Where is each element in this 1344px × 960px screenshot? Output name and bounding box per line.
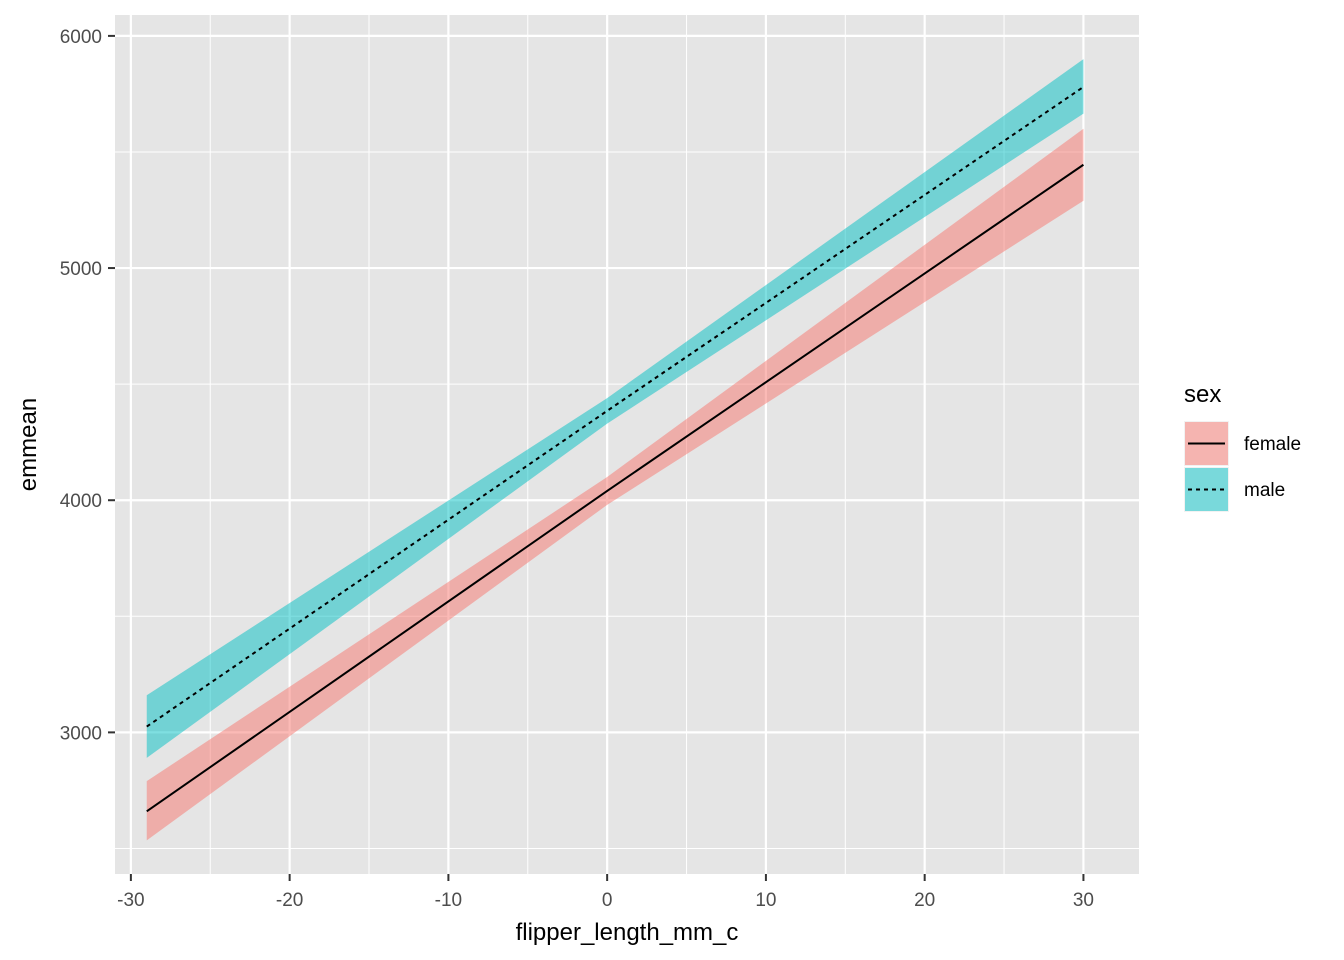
x-tick-label: -10 bbox=[435, 890, 462, 911]
line-female bbox=[146, 163, 1084, 813]
legend-label-male: male bbox=[1244, 480, 1285, 501]
x-tick-label: 10 bbox=[755, 890, 776, 911]
legend-title: sex bbox=[1184, 381, 1221, 408]
legend-items: female male bbox=[1184, 421, 1301, 512]
legend-item-female: female bbox=[1184, 421, 1301, 466]
ribbon-male bbox=[146, 59, 1084, 758]
y-tick-label: 3000 bbox=[60, 723, 102, 744]
y-axis: 3000 4000 5000 6000 bbox=[60, 27, 115, 744]
x-axis-title: flipper_length_mm_c bbox=[516, 919, 739, 946]
x-axis: -30 -20 -10 0 10 20 30 bbox=[117, 874, 1094, 911]
y-tick-label: 4000 bbox=[60, 491, 102, 512]
legend-label-female: female bbox=[1244, 434, 1301, 455]
series-lines bbox=[146, 86, 1084, 813]
line-male bbox=[146, 86, 1084, 728]
x-tick-label: 20 bbox=[914, 890, 935, 911]
legend-item-male: male bbox=[1184, 467, 1285, 512]
y-tick-label: 5000 bbox=[60, 259, 102, 280]
x-tick-label: 30 bbox=[1073, 890, 1094, 911]
x-tick-label: -20 bbox=[276, 890, 303, 911]
legend: sex female male bbox=[1184, 381, 1301, 512]
x-tick-label: 0 bbox=[602, 890, 613, 911]
y-tick-label: 6000 bbox=[60, 27, 102, 48]
y-axis-title: emmean bbox=[15, 398, 42, 491]
x-tick-label: -30 bbox=[117, 890, 144, 911]
